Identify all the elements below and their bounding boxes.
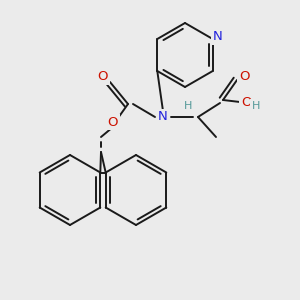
Text: O: O	[108, 116, 118, 128]
Text: O: O	[239, 70, 249, 83]
Text: H: H	[184, 101, 192, 111]
Text: H: H	[252, 101, 260, 111]
Text: O: O	[241, 95, 251, 109]
Text: O: O	[98, 70, 108, 83]
Text: N: N	[158, 110, 168, 124]
Text: N: N	[213, 31, 223, 44]
